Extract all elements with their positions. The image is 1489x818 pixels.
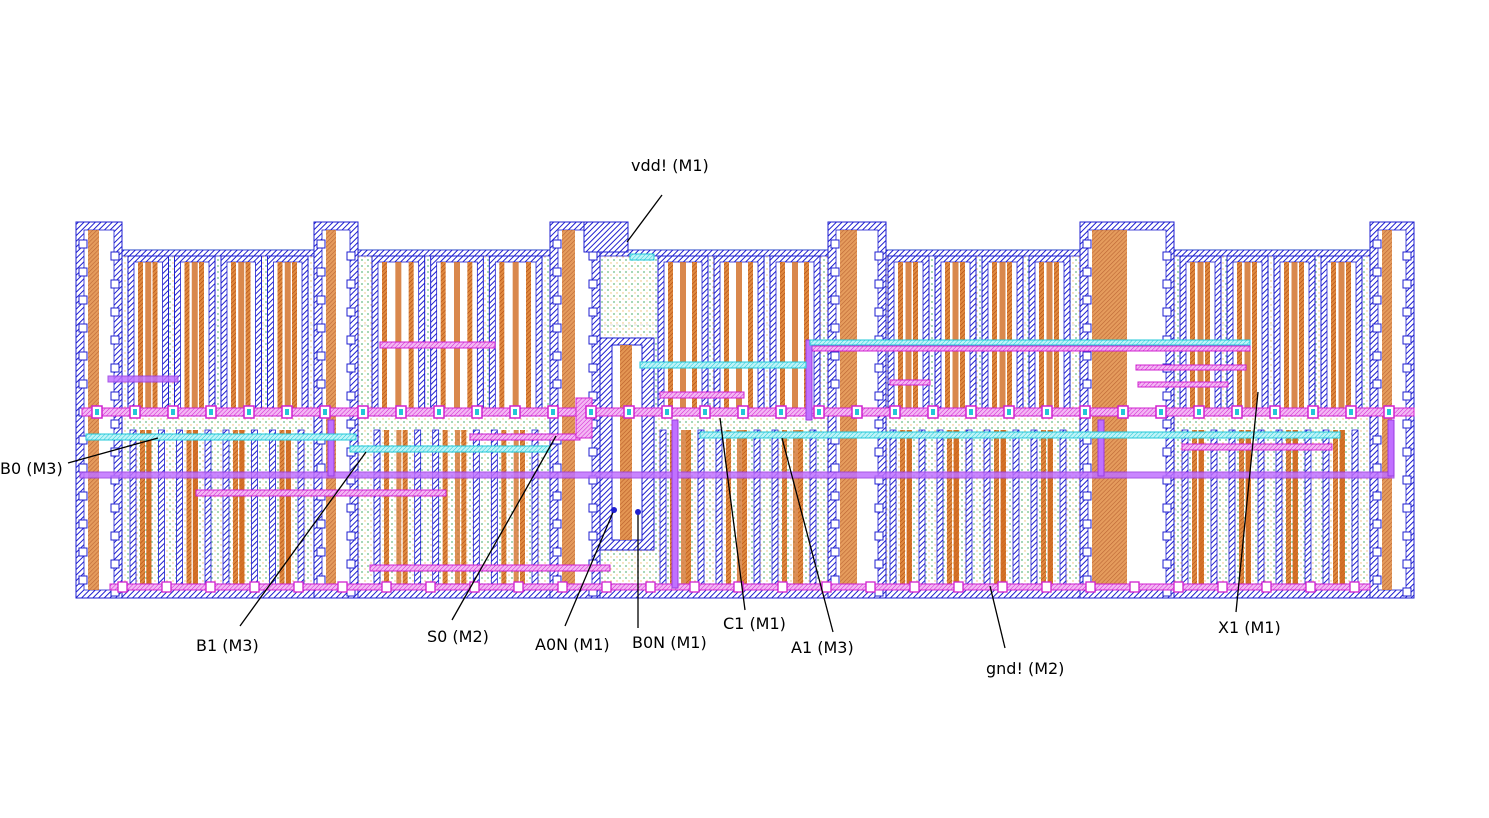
- pin-label-b0: B0 (M3): [0, 459, 63, 478]
- pin-label-c1: C1 (M1): [723, 614, 786, 633]
- leader-x1: [1235, 391, 1259, 613]
- pin-label-a1: A1 (M3): [791, 638, 854, 657]
- vdd-pin-tower: [583, 221, 655, 551]
- leader-gnd: [989, 585, 1006, 649]
- metal3-routing: [79, 339, 1395, 589]
- pin-label-a0n: A0N (M1): [535, 635, 610, 654]
- leader-s0: [451, 435, 557, 621]
- pin-label-vdd: vdd! (M1): [631, 156, 709, 175]
- leader-a0n: [564, 509, 615, 627]
- leader-b0: [67, 437, 159, 464]
- pin-label-b1: B1 (M3): [196, 636, 259, 655]
- via-contacts: [91, 405, 1395, 593]
- leader-b1: [239, 451, 367, 627]
- pin-label-gnd: gnd! (M2): [986, 659, 1064, 678]
- pin-label-x1: X1 (M1): [1218, 618, 1281, 637]
- leader-a1: [781, 437, 834, 633]
- pin-label-s0: S0 (M2): [427, 627, 489, 646]
- via-routing: [85, 253, 1341, 453]
- pin-label-b0n: B0N (M1): [632, 633, 707, 652]
- pin-labels: vdd! (M1) B0 (M3) B1 (M3) S0 (M2) A0N (M…: [0, 156, 1281, 678]
- leader-c1: [719, 417, 746, 611]
- leader-vdd: [626, 194, 663, 243]
- pin-leaders: [67, 194, 1259, 649]
